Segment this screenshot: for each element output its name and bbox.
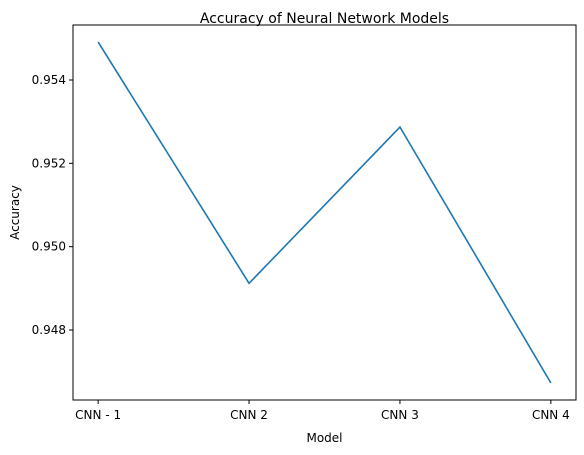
ticks-layer: CNN - 1 CNN 2 CNN 3 CNN 4 0.948 0.950 0.952 0.9…	[32, 73, 570, 422]
x-tick-label: CNN 4	[532, 408, 570, 422]
plot-frame	[73, 25, 576, 400]
y-tick-label: 0.954	[32, 73, 66, 87]
x-tick-label: CNN - 1	[75, 408, 121, 422]
x-tick-label: CNN 2	[230, 408, 268, 422]
y-tick-label: 0.952	[32, 156, 66, 170]
y-axis-label: Accuracy	[8, 185, 22, 240]
accuracy-line	[98, 42, 551, 383]
x-tick-label: CNN 3	[381, 408, 419, 422]
y-tick-label: 0.948	[32, 323, 66, 337]
y-tick-label: 0.950	[32, 240, 66, 254]
x-axis-label: Model	[306, 431, 342, 445]
series-layer	[98, 42, 551, 383]
